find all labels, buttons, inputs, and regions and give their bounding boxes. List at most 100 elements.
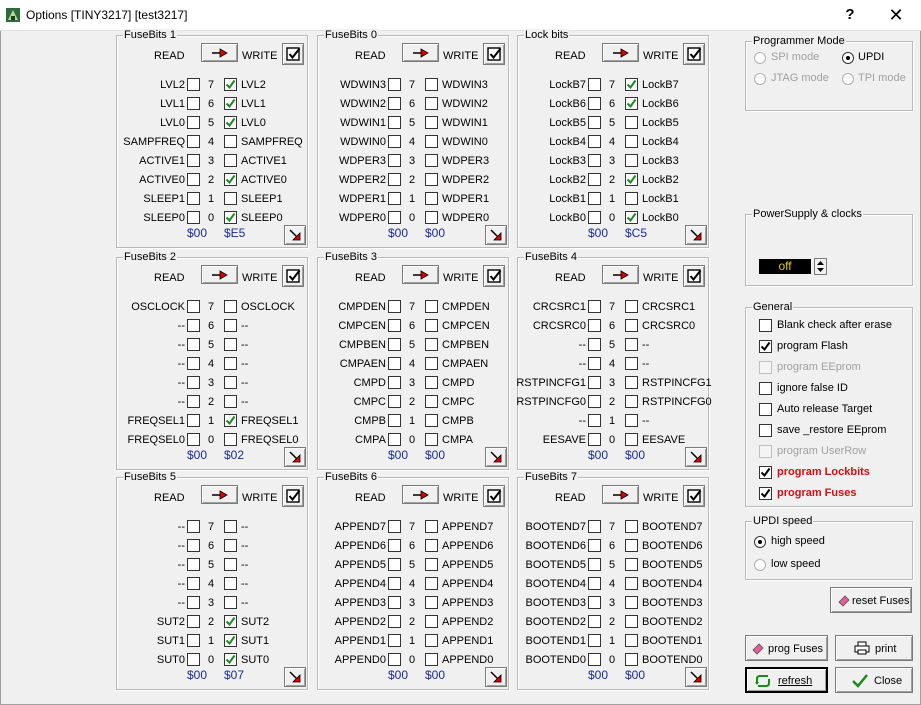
- write-fuses-button[interactable]: [683, 485, 705, 507]
- bit-read-checkbox[interactable]: [187, 433, 200, 446]
- updi-radio[interactable]: [842, 52, 854, 64]
- bit-write-checkbox[interactable]: [425, 376, 438, 389]
- read-fuses-button[interactable]: [602, 43, 639, 62]
- bit-read-checkbox[interactable]: [187, 596, 200, 609]
- bit-write-checkbox[interactable]: [625, 357, 638, 370]
- bit-write-checkbox[interactable]: [425, 97, 438, 110]
- bit-read-checkbox[interactable]: [588, 414, 601, 427]
- general-option-checkbox[interactable]: [759, 466, 772, 479]
- bit-read-checkbox[interactable]: [187, 539, 200, 552]
- bit-write-checkbox[interactable]: [625, 211, 638, 224]
- pointer-button[interactable]: [485, 225, 507, 245]
- bit-read-checkbox[interactable]: [187, 97, 200, 110]
- general-option-checkbox[interactable]: [759, 424, 772, 437]
- bit-write-checkbox[interactable]: [224, 135, 237, 148]
- bit-write-checkbox[interactable]: [224, 192, 237, 205]
- bit-read-checkbox[interactable]: [588, 78, 601, 91]
- bit-write-checkbox[interactable]: [224, 173, 237, 186]
- bit-read-checkbox[interactable]: [588, 211, 601, 224]
- bit-read-checkbox[interactable]: [388, 596, 401, 609]
- bit-write-checkbox[interactable]: [224, 653, 237, 666]
- bit-read-checkbox[interactable]: [187, 357, 200, 370]
- bit-read-checkbox[interactable]: [588, 338, 601, 351]
- bit-write-checkbox[interactable]: [425, 520, 438, 533]
- bit-read-checkbox[interactable]: [187, 634, 200, 647]
- bit-read-checkbox[interactable]: [388, 634, 401, 647]
- bit-write-checkbox[interactable]: [425, 357, 438, 370]
- write-fuses-button[interactable]: [282, 43, 304, 65]
- low-speed-radio[interactable]: [754, 559, 766, 571]
- bit-write-checkbox[interactable]: [625, 319, 638, 332]
- bit-read-checkbox[interactable]: [588, 376, 601, 389]
- bit-read-checkbox[interactable]: [187, 319, 200, 332]
- bit-write-checkbox[interactable]: [625, 634, 638, 647]
- bit-read-checkbox[interactable]: [388, 300, 401, 313]
- read-fuses-button[interactable]: [201, 485, 238, 504]
- power-spinner[interactable]: [814, 258, 827, 275]
- bit-write-checkbox[interactable]: [224, 338, 237, 351]
- bit-write-checkbox[interactable]: [625, 116, 638, 129]
- bit-read-checkbox[interactable]: [388, 116, 401, 129]
- bit-read-checkbox[interactable]: [187, 376, 200, 389]
- bit-read-checkbox[interactable]: [187, 414, 200, 427]
- bit-read-checkbox[interactable]: [388, 173, 401, 186]
- bit-read-checkbox[interactable]: [187, 338, 200, 351]
- high-speed-radio[interactable]: [754, 536, 766, 548]
- write-fuses-button[interactable]: [282, 485, 304, 507]
- general-option-checkbox[interactable]: [759, 403, 772, 416]
- bit-write-checkbox[interactable]: [625, 558, 638, 571]
- bit-read-checkbox[interactable]: [588, 558, 601, 571]
- bit-write-checkbox[interactable]: [224, 78, 237, 91]
- write-fuses-button[interactable]: [483, 43, 505, 65]
- read-fuses-button[interactable]: [402, 43, 439, 62]
- bit-write-checkbox[interactable]: [224, 596, 237, 609]
- bit-read-checkbox[interactable]: [588, 116, 601, 129]
- bit-write-checkbox[interactable]: [625, 300, 638, 313]
- bit-write-checkbox[interactable]: [625, 376, 638, 389]
- bit-read-checkbox[interactable]: [187, 154, 200, 167]
- write-fuses-button[interactable]: [483, 485, 505, 507]
- general-option-checkbox[interactable]: [759, 361, 772, 374]
- bit-read-checkbox[interactable]: [388, 558, 401, 571]
- bit-write-checkbox[interactable]: [625, 78, 638, 91]
- general-option-checkbox[interactable]: [759, 382, 772, 395]
- bit-read-checkbox[interactable]: [588, 395, 601, 408]
- read-fuses-button[interactable]: [201, 265, 238, 284]
- tpi-mode-radio[interactable]: [842, 73, 854, 85]
- general-option-checkbox[interactable]: [759, 445, 772, 458]
- bit-write-checkbox[interactable]: [224, 300, 237, 313]
- bit-write-checkbox[interactable]: [224, 97, 237, 110]
- bit-read-checkbox[interactable]: [588, 97, 601, 110]
- bit-read-checkbox[interactable]: [388, 395, 401, 408]
- reset-fuses-button[interactable]: reset Fuses: [830, 587, 912, 613]
- bit-write-checkbox[interactable]: [425, 539, 438, 552]
- bit-write-checkbox[interactable]: [224, 319, 237, 332]
- jtag-mode-radio[interactable]: [754, 73, 766, 85]
- bit-write-checkbox[interactable]: [425, 558, 438, 571]
- bit-read-checkbox[interactable]: [187, 173, 200, 186]
- bit-read-checkbox[interactable]: [388, 376, 401, 389]
- write-fuses-button[interactable]: [483, 265, 505, 287]
- bit-read-checkbox[interactable]: [388, 78, 401, 91]
- bit-read-checkbox[interactable]: [388, 577, 401, 590]
- bit-read-checkbox[interactable]: [588, 135, 601, 148]
- bit-write-checkbox[interactable]: [425, 319, 438, 332]
- bit-write-checkbox[interactable]: [425, 154, 438, 167]
- bit-write-checkbox[interactable]: [625, 520, 638, 533]
- bit-read-checkbox[interactable]: [187, 520, 200, 533]
- bit-read-checkbox[interactable]: [588, 577, 601, 590]
- bit-write-checkbox[interactable]: [625, 338, 638, 351]
- bit-write-checkbox[interactable]: [425, 135, 438, 148]
- read-fuses-button[interactable]: [602, 485, 639, 504]
- bit-read-checkbox[interactable]: [588, 615, 601, 628]
- bit-read-checkbox[interactable]: [187, 300, 200, 313]
- bit-read-checkbox[interactable]: [588, 192, 601, 205]
- bit-read-checkbox[interactable]: [187, 395, 200, 408]
- bit-read-checkbox[interactable]: [388, 357, 401, 370]
- bit-write-checkbox[interactable]: [425, 192, 438, 205]
- bit-write-checkbox[interactable]: [224, 615, 237, 628]
- bit-read-checkbox[interactable]: [187, 78, 200, 91]
- bit-write-checkbox[interactable]: [625, 615, 638, 628]
- bit-read-checkbox[interactable]: [388, 414, 401, 427]
- bit-read-checkbox[interactable]: [588, 357, 601, 370]
